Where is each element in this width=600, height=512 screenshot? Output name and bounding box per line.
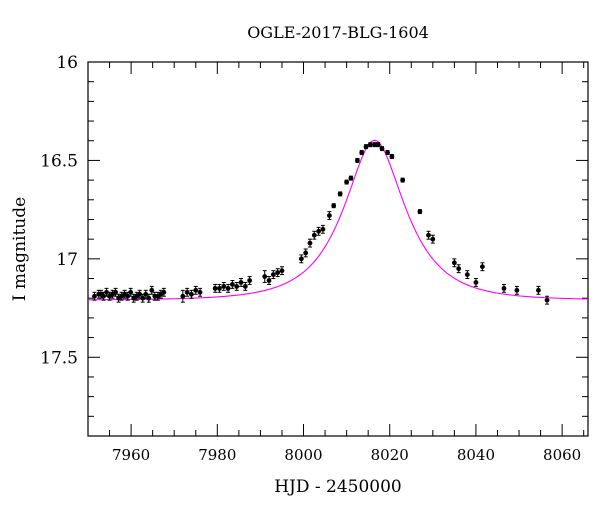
y-axis-label: I magnitude: [10, 197, 30, 301]
data-point: [326, 211, 332, 220]
data-points-group: [92, 142, 550, 305]
data-point: [134, 291, 140, 301]
data-point: [221, 281, 227, 291]
data-point: [104, 287, 109, 297]
data-point: [385, 150, 390, 156]
data-point: [125, 291, 131, 301]
data-point: [137, 289, 143, 299]
data-point: [128, 287, 134, 297]
data-point: [275, 268, 281, 278]
x-axis-label: HJD - 2450000: [274, 477, 402, 497]
data-point: [331, 203, 337, 209]
axis-ticks: [87, 61, 588, 437]
data-point: [307, 238, 313, 248]
x-tick-labels: 7960 7980 8000 8020 8040 8060: [112, 446, 581, 464]
data-point: [464, 270, 470, 280]
data-point: [375, 142, 381, 148]
x-tick-label: 8060: [543, 446, 581, 464]
data-point: [359, 150, 365, 156]
data-point: [311, 230, 317, 240]
data-point: [473, 278, 479, 287]
x-tick-label: 8000: [284, 446, 322, 464]
data-point: [113, 287, 118, 297]
data-point: [354, 157, 360, 163]
data-point: [140, 293, 146, 303]
data-point: [379, 146, 385, 152]
data-point: [266, 276, 272, 285]
data-point: [430, 234, 436, 244]
data-point: [270, 270, 276, 280]
data-point: [247, 276, 253, 285]
data-point: [372, 142, 378, 148]
data-point: [451, 258, 457, 268]
data-point: [337, 191, 343, 197]
data-point: [197, 287, 203, 297]
y-tick-labels: 16 16.5 17 17.5: [40, 53, 78, 368]
data-point: [298, 254, 304, 264]
data-point: [238, 278, 244, 287]
data-point: [363, 144, 369, 150]
plot-frame: [87, 61, 589, 437]
data-point: [225, 283, 231, 293]
data-point: [536, 285, 541, 295]
data-point: [279, 266, 285, 276]
data-point: [193, 285, 199, 295]
y-tick-label: 16.5: [40, 151, 78, 171]
y-tick-label: 17.5: [40, 348, 78, 368]
data-point: [189, 289, 194, 299]
data-point: [149, 285, 155, 295]
data-point: [544, 295, 550, 305]
data-point: [400, 177, 406, 183]
data-point: [348, 175, 354, 181]
data-point: [158, 289, 164, 299]
x-tick-label: 7980: [198, 446, 236, 464]
data-point: [417, 209, 423, 215]
model-curve-group: [87, 139, 589, 301]
y-tick-label: 16: [56, 53, 78, 73]
data-point: [146, 293, 152, 303]
x-tick-label: 8020: [371, 446, 409, 464]
data-point: [320, 224, 326, 234]
data-point: [367, 142, 373, 148]
data-point: [184, 287, 190, 297]
data-point: [514, 285, 520, 295]
data-point: [389, 154, 395, 159]
data-point: [161, 287, 167, 297]
data-point: [217, 283, 222, 293]
data-point: [426, 230, 431, 240]
data-point: [229, 279, 235, 289]
data-point: [303, 248, 309, 258]
data-point: [456, 264, 462, 274]
data-point: [234, 281, 240, 291]
data-point: [479, 262, 485, 272]
data-point: [344, 179, 350, 185]
data-point: [242, 281, 248, 291]
chart-title: OGLE-2017-BLG-1604: [247, 23, 429, 42]
data-point: [92, 291, 97, 301]
data-point: [316, 226, 322, 236]
model-curve: [87, 139, 589, 301]
data-point: [501, 283, 507, 293]
data-point: [262, 270, 268, 283]
x-tick-label: 8040: [457, 446, 495, 464]
data-point: [212, 283, 218, 293]
data-point: [180, 289, 186, 303]
x-tick-label: 7960: [112, 446, 150, 464]
y-tick-label: 17: [56, 250, 78, 270]
